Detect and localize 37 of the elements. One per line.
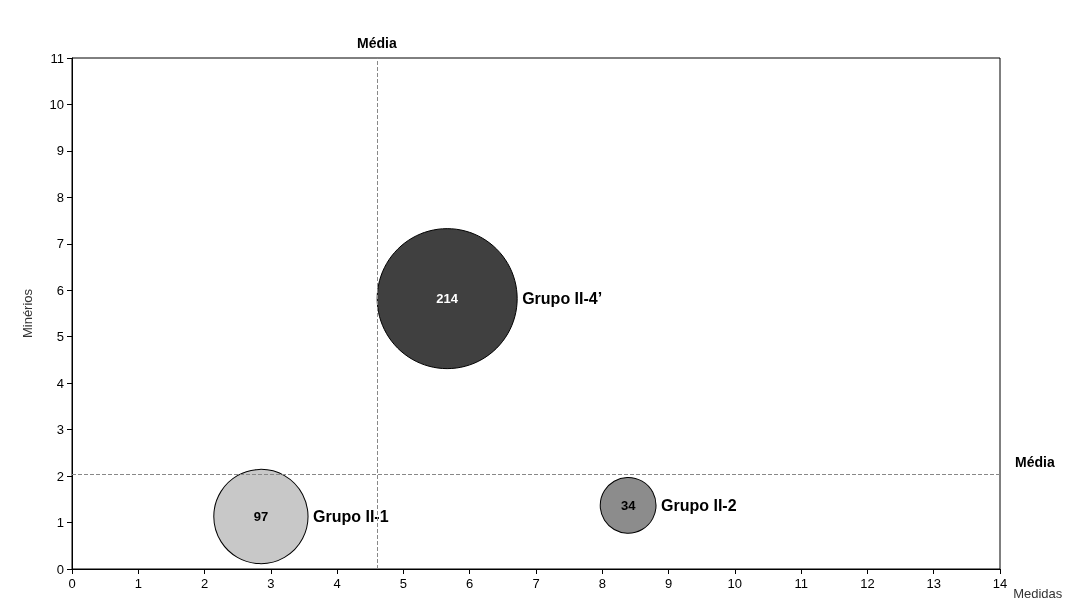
x-tick-label: 0: [68, 576, 76, 591]
x-tick-label: 13: [926, 576, 941, 591]
x-tick-label: 12: [860, 576, 875, 591]
x-tick-label: 1: [134, 576, 142, 591]
x-tick-label: 5: [399, 576, 408, 591]
x-tick-label: 8: [598, 576, 606, 591]
y-tick-label: 3: [56, 422, 64, 438]
y-tick-label: 9: [56, 143, 64, 159]
y-tick-label: 7: [56, 236, 64, 252]
ref-line-label: Média: [357, 35, 397, 51]
y-tick-label: 6: [56, 282, 64, 298]
y-tick-label: 11: [50, 50, 64, 66]
y-tick-label: 10: [49, 96, 64, 112]
x-axis-title: Medidas: [1013, 586, 1063, 601]
x-tick-label: 3: [267, 576, 275, 591]
data-label: 34: [620, 497, 637, 513]
series-label: Grupo II-4’: [522, 290, 603, 308]
y-tick-label: 8: [56, 189, 64, 205]
ref-line-label: Média: [1015, 453, 1055, 470]
x-tick-label: 2: [200, 576, 209, 591]
y-tick-label: 5: [56, 329, 64, 345]
x-tick-label: 14: [992, 576, 1008, 591]
x-tick-label: 7: [532, 576, 540, 591]
y-axis-title: Minérios: [20, 288, 35, 339]
series-label: Grupo II-2: [661, 496, 737, 514]
y-tick-label: 2: [56, 468, 64, 484]
data-label: 214: [436, 291, 459, 307]
y-tick-label: 4: [56, 375, 64, 391]
y-tick-label: 0: [56, 561, 64, 577]
series-label: Grupo II-1: [313, 508, 389, 526]
x-tick-label: 6: [466, 576, 474, 591]
y-tick-label: 1: [56, 515, 64, 531]
x-tick-label: 10: [727, 576, 743, 591]
data-label: 97: [253, 509, 269, 525]
x-tick-label: 11: [794, 576, 808, 591]
x-tick-label: 4: [333, 576, 341, 591]
x-tick-label: 9: [664, 576, 673, 591]
